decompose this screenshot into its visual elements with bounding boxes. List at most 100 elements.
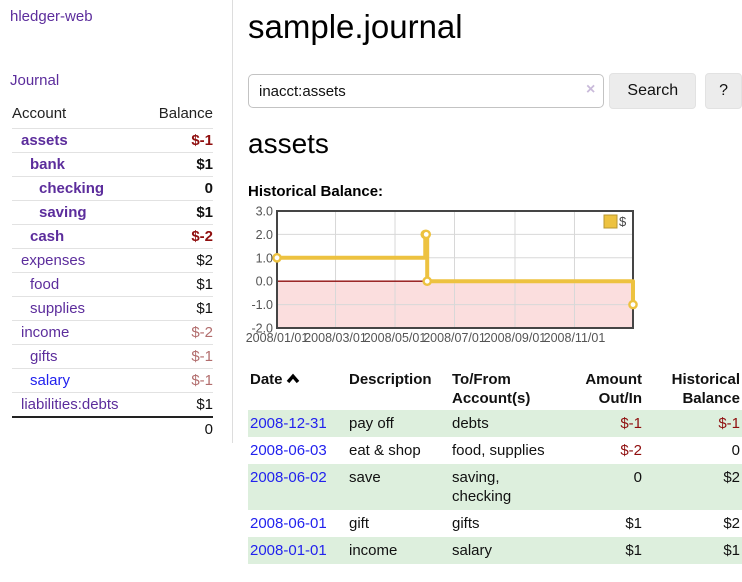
balance-column-header-register: Historical Balance — [671, 371, 740, 407]
data-point-marker — [272, 253, 282, 263]
transaction-date-link[interactable]: 2008-12-31 — [250, 415, 327, 432]
y-axis-tick-label: 1.0 — [256, 251, 273, 265]
balance-cell: $2 — [644, 464, 742, 510]
account-link-saving[interactable]: saving — [39, 204, 87, 221]
account-row: checking 0 — [12, 176, 213, 201]
x-axis-tick-label: 2008/01/01 — [246, 331, 309, 345]
account-balance: $-1 — [191, 348, 213, 365]
account-link-expenses[interactable]: expenses — [21, 252, 86, 269]
account-row: salary $-1 — [12, 368, 213, 393]
accounts-cell: salary — [450, 537, 554, 564]
register-row: 2008-12-31 pay off debts $-1 $-1 — [248, 410, 742, 437]
transaction-date-link[interactable]: 2008-06-01 — [250, 515, 327, 532]
total-balance: 0 — [145, 416, 213, 441]
legend-swatch — [603, 214, 618, 229]
description-cell: gift — [349, 515, 370, 532]
main-content: sample.journal × Search ? assets Histori… — [233, 0, 742, 564]
account-column-header: Account — [12, 105, 67, 122]
amount-cell: $-1 — [554, 410, 644, 437]
register-row: 2008-06-03 eat & shop food, supplies $-2 0 — [248, 437, 742, 464]
account-link-liabilities-debts[interactable]: liabilities:debts — [21, 396, 119, 413]
y-axis-tick-label: 0.0 — [256, 275, 273, 289]
register-row: 2008-06-02 save saving, checking 0 $2 — [248, 464, 742, 510]
y-axis-tick-label: -2.0 — [251, 322, 273, 336]
x-axis-tick-label: 2008/11/01 — [544, 331, 606, 345]
x-axis-tick-label: 2008/03/01 — [304, 331, 367, 345]
data-point-marker — [421, 229, 432, 240]
sort-ascending-icon — [286, 370, 300, 389]
data-point-marker — [628, 299, 638, 310]
help-button[interactable]: ? — [705, 73, 742, 109]
sidebar-item-journal[interactable]: Journal — [10, 72, 60, 89]
y-axis-tick-label: -1.0 — [251, 298, 273, 312]
account-link-bank[interactable]: bank — [30, 156, 66, 173]
clear-search-icon[interactable]: × — [586, 81, 596, 98]
amount-cell: $1 — [625, 515, 642, 532]
x-axis-tick-label: 2008/09/01 — [484, 331, 547, 345]
register-row: 2008-06-01 gift gifts $1 $2 — [248, 510, 742, 537]
app-title-link[interactable]: hledger-web — [10, 8, 93, 25]
account-row: income $-2 — [12, 320, 213, 345]
account-row: saving $1 — [12, 200, 213, 225]
register-row: 2008-01-01 income salary $1 $1 — [248, 537, 742, 564]
amount-column-header: Amount Out/In — [585, 371, 642, 407]
description-cell: income — [347, 537, 450, 564]
chart-title: Historical Balance: — [248, 183, 384, 200]
historical-balance-chart[interactable]: $3.0 2.0 1.0 0.0 -1.0 -2.0 2008/01/01 2008/03/0… — [246, 205, 742, 347]
account-row: gifts $-1 — [12, 344, 213, 369]
account-balance: $-2 — [191, 228, 213, 245]
account-link-food[interactable]: food — [30, 276, 60, 293]
account-row: food $1 — [12, 272, 213, 297]
account-link-supplies[interactable]: supplies — [30, 300, 86, 317]
search-button[interactable]: Search — [609, 73, 697, 109]
account-balance: $1 — [196, 276, 213, 293]
x-axis-tick-label: 2008/05/01 — [364, 331, 427, 345]
total-row: 0 — [12, 416, 213, 441]
account-row: cash $-2 — [12, 224, 213, 249]
account-balance: 0 — [204, 180, 213, 197]
y-axis-tick-label: 2.0 — [256, 228, 273, 242]
account-balance: $1 — [196, 156, 213, 173]
accounts-cell: food, supplies — [452, 442, 545, 459]
accounts-column-header: To/From Account(s) — [452, 371, 531, 407]
description-cell: eat & shop — [349, 442, 421, 459]
account-heading: assets — [248, 128, 329, 159]
search-input[interactable] — [248, 74, 605, 108]
balance-cell: $2 — [723, 515, 740, 532]
plot-border — [276, 210, 634, 329]
page-title: sample.journal — [248, 8, 463, 45]
accounts-cell: saving, checking — [450, 464, 554, 510]
accounts-cell: debts — [450, 410, 554, 437]
account-row: liabilities:debts $1 — [12, 392, 213, 418]
account-row: bank $1 — [12, 152, 213, 177]
data-point-marker — [422, 276, 433, 286]
account-row: expenses $2 — [12, 248, 213, 273]
accounts-cell: gifts — [452, 515, 480, 532]
transaction-date-link[interactable]: 2008-06-02 — [250, 469, 327, 486]
sidebar: hledger-web Journal Account Balance asse… — [0, 0, 233, 443]
legend-label: $ — [619, 214, 627, 229]
transaction-date-link[interactable]: 2008-06-03 — [250, 442, 327, 459]
description-cell: pay off — [347, 410, 450, 437]
description-cell: save — [347, 464, 450, 510]
account-link-income[interactable]: income — [21, 324, 70, 341]
search-bar: × Search ? — [248, 73, 742, 109]
account-row: supplies $1 — [12, 296, 213, 321]
account-link-gifts[interactable]: gifts — [30, 348, 58, 365]
balance-cell: $-1 — [644, 410, 742, 437]
account-balance: $1 — [196, 204, 213, 221]
account-link-assets[interactable]: assets — [21, 132, 68, 149]
account-balance: $1 — [196, 396, 213, 413]
account-link-salary[interactable]: salary — [30, 372, 71, 389]
transaction-date-link[interactable]: 2008-01-01 — [250, 542, 327, 559]
date-column-header[interactable]: Date — [248, 368, 347, 410]
register-header-row: Date Description To/From Account(s) Amou… — [248, 368, 742, 410]
balance-cell: 0 — [731, 442, 740, 459]
account-balance: $1 — [196, 300, 213, 317]
account-link-checking[interactable]: checking — [39, 180, 105, 197]
account-balance: $-1 — [191, 132, 213, 149]
balance-cell: $1 — [644, 537, 742, 564]
account-link-cash[interactable]: cash — [30, 228, 65, 245]
y-axis-tick-label: 3.0 — [256, 205, 273, 219]
amount-cell: $1 — [554, 537, 644, 564]
